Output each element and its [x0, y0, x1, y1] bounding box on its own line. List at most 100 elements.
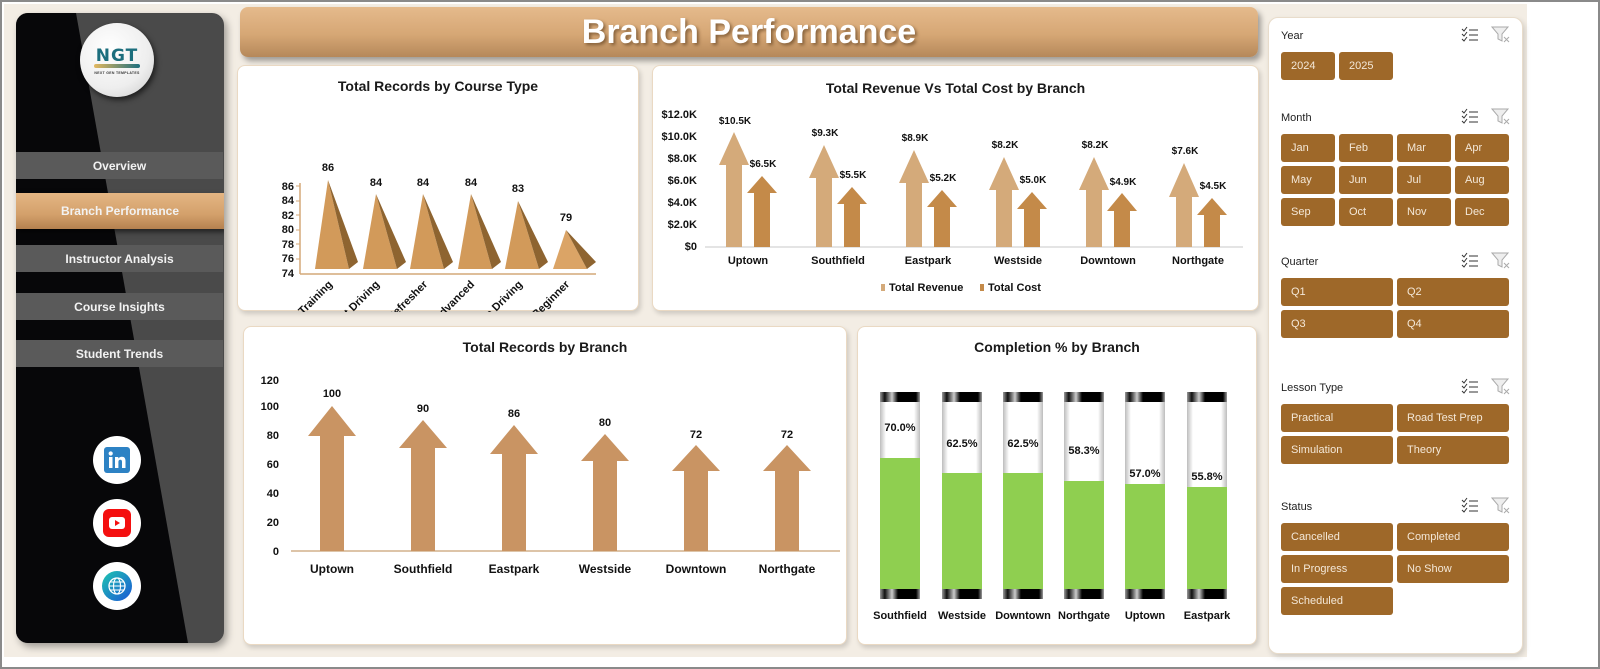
filter-quarter-q2[interactable]: Q2	[1397, 278, 1509, 306]
svg-text:70.0%: 70.0%	[884, 422, 915, 434]
clear-filter-icon[interactable]	[1491, 108, 1511, 126]
linkedin-button[interactable]	[93, 436, 141, 484]
filter-month-may[interactable]: May	[1281, 166, 1335, 194]
filter-status-no-show[interactable]: No Show	[1397, 555, 1509, 583]
records-branch-chart: 120 100 80 60 40 20 0 100 90 86 80 72 72 Uptown So…	[261, 375, 840, 576]
svg-text:$12.0K: $12.0K	[662, 109, 698, 121]
filter-month-dec[interactable]: Dec	[1455, 198, 1509, 226]
svg-text:Southfield: Southfield	[811, 255, 865, 267]
revenue-cost-chart: $12.0K $10.0K $8.0K $6.0K $4.0K $2.0K $0	[662, 109, 1243, 294]
page-header: Branch Performance	[240, 7, 1258, 57]
multi-select-icon[interactable]	[1461, 378, 1479, 396]
svg-text:78: 78	[282, 239, 294, 251]
svg-text:Downtown: Downtown	[995, 610, 1051, 622]
slicer-lesson-type: Lesson Type Practical Road Test Prep Sim…	[1281, 378, 1513, 474]
nav-overview[interactable]: Overview	[16, 152, 223, 179]
chart-title: Total Revenue Vs Total Cost by Branch	[825, 80, 1086, 96]
svg-text:Uptown: Uptown	[310, 562, 354, 576]
nav-branch-performance[interactable]: Branch Performance	[16, 193, 224, 229]
chart-records-branch: Total Records by Branch 120 100 80 60 40 20 0…	[243, 326, 847, 645]
svg-text:Uptown: Uptown	[728, 255, 769, 267]
svg-text:Westside: Westside	[579, 562, 632, 576]
battery-bars	[880, 392, 1227, 599]
svg-text:60: 60	[267, 459, 279, 471]
svg-text:Eastpark: Eastpark	[905, 255, 952, 267]
filter-quarter-q4[interactable]: Q4	[1397, 310, 1509, 338]
multi-select-icon[interactable]	[1461, 252, 1479, 270]
filter-status-scheduled[interactable]: Scheduled	[1281, 587, 1393, 615]
pyramid-chart: 86 84 82 80 78 76 74 86 84 84 84 83 79	[262, 162, 596, 312]
youtube-button[interactable]	[93, 499, 141, 547]
svg-text:72: 72	[690, 429, 702, 441]
svg-text:Southfield: Southfield	[394, 562, 453, 576]
filter-month-sep[interactable]: Sep	[1281, 198, 1335, 226]
svg-text:80: 80	[282, 224, 294, 236]
svg-text:86: 86	[282, 181, 294, 193]
svg-text:Downtown: Downtown	[1080, 255, 1136, 267]
nav-student-trends[interactable]: Student Trends	[16, 340, 223, 367]
page-title: Branch Performance	[581, 12, 917, 51]
svg-text:$4.0K: $4.0K	[668, 197, 697, 209]
filter-status-in-progress[interactable]: In Progress	[1281, 555, 1393, 583]
clear-filter-icon[interactable]	[1491, 252, 1511, 270]
slicer-status: Status Cancelled Completed In Progress N…	[1281, 497, 1513, 625]
svg-text:Advanced: Advanced	[431, 279, 477, 312]
svg-text:$4.9K: $4.9K	[1110, 177, 1137, 188]
svg-text:72: 72	[781, 429, 793, 441]
filter-month-aug[interactable]: Aug	[1455, 166, 1509, 194]
dashboard-canvas: NGT NEXT GEN TEMPLATES Overview Branch P…	[4, 4, 1527, 657]
filter-quarter-q1[interactable]: Q1	[1281, 278, 1393, 306]
filter-quarter-q3[interactable]: Q3	[1281, 310, 1393, 338]
svg-text:57.0%: 57.0%	[1129, 468, 1160, 480]
nav-instructor-analysis[interactable]: Instructor Analysis	[16, 245, 223, 272]
svg-text:Refresher: Refresher	[385, 278, 430, 312]
svg-text:Northgate: Northgate	[1058, 610, 1110, 622]
filter-month-apr[interactable]: Apr	[1455, 134, 1509, 162]
filter-lesson-practical[interactable]: Practical	[1281, 404, 1393, 432]
filter-year-2025[interactable]: 2025	[1339, 52, 1393, 80]
multi-select-icon[interactable]	[1461, 108, 1479, 126]
clear-filter-icon[interactable]	[1491, 378, 1511, 396]
filter-month-jul[interactable]: Jul	[1397, 166, 1451, 194]
sidebar-background	[16, 13, 188, 643]
svg-text:Uptown: Uptown	[1125, 610, 1166, 622]
filter-year-2024[interactable]: 2024	[1281, 52, 1335, 80]
website-button[interactable]	[93, 562, 141, 610]
svg-text:86: 86	[508, 408, 520, 420]
filter-lesson-road-test-prep[interactable]: Road Test Prep	[1397, 404, 1509, 432]
clear-filter-icon[interactable]	[1491, 497, 1511, 515]
filter-lesson-simulation[interactable]: Simulation	[1281, 436, 1393, 464]
svg-text:80: 80	[267, 430, 279, 442]
filter-status-cancelled[interactable]: Cancelled	[1281, 523, 1393, 551]
filter-month-mar[interactable]: Mar	[1397, 134, 1451, 162]
filter-month-jan[interactable]: Jan	[1281, 134, 1335, 162]
slicer-label: Lesson Type	[1281, 382, 1344, 394]
slicer-month: Month Jan Feb Mar Apr May Jun Jul Aug Se…	[1281, 108, 1513, 236]
svg-text:82: 82	[282, 210, 294, 222]
filter-month-nov[interactable]: Nov	[1397, 198, 1451, 226]
filter-month-oct[interactable]: Oct	[1339, 198, 1393, 226]
slicer-label: Month	[1281, 112, 1312, 124]
svg-text:84: 84	[282, 195, 295, 207]
clear-filter-icon[interactable]	[1491, 26, 1511, 44]
multi-select-icon[interactable]	[1461, 497, 1479, 515]
chart-revenue-cost: Total Revenue Vs Total Cost by Branch $1…	[652, 65, 1259, 311]
nav-course-insights[interactable]: Course Insights	[16, 293, 223, 320]
svg-text:$8.2K: $8.2K	[1082, 140, 1109, 151]
svg-text:Westside: Westside	[994, 255, 1042, 267]
svg-text:$8.0K: $8.0K	[668, 153, 697, 165]
filter-status-completed[interactable]: Completed	[1397, 523, 1509, 551]
filter-month-feb[interactable]: Feb	[1339, 134, 1393, 162]
svg-text:Eastpark: Eastpark	[489, 562, 540, 576]
svg-text:Northgate: Northgate	[1172, 255, 1224, 267]
svg-text:$2.0K: $2.0K	[668, 219, 697, 231]
svg-text:20: 20	[267, 517, 279, 529]
svg-text:$5.0K: $5.0K	[1020, 175, 1047, 186]
globe-icon	[102, 571, 132, 601]
svg-text:$5.2K: $5.2K	[930, 173, 957, 184]
filter-lesson-theory[interactable]: Theory	[1397, 436, 1509, 464]
multi-select-icon[interactable]	[1461, 26, 1479, 44]
svg-text:$9.3K: $9.3K	[812, 128, 839, 139]
filter-month-jun[interactable]: Jun	[1339, 166, 1393, 194]
svg-text:$4.5K: $4.5K	[1200, 181, 1227, 192]
